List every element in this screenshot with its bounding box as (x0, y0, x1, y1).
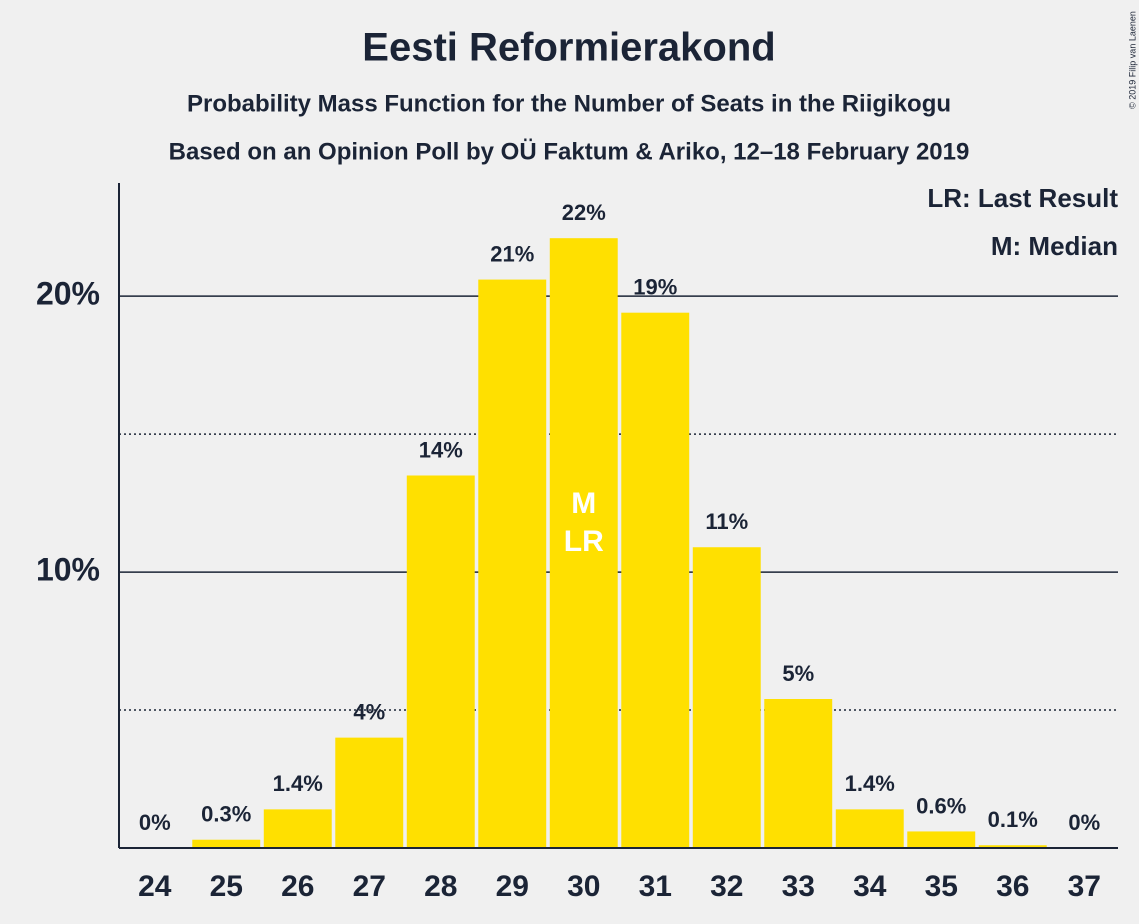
x-tick-label: 26 (281, 870, 314, 903)
value-label: 21% (490, 241, 534, 266)
x-tick-label: 30 (567, 870, 600, 903)
value-label: 4% (353, 699, 385, 724)
bar (263, 809, 332, 848)
x-tick-label: 25 (210, 870, 243, 903)
y-tick-label: 20% (36, 276, 100, 312)
x-tick-label: 31 (639, 870, 672, 903)
chart-subtitle: Based on an Opinion Poll by OÜ Faktum & … (169, 138, 970, 165)
bar (549, 238, 618, 849)
bar (192, 839, 261, 848)
bar (692, 547, 761, 848)
value-label: 0.1% (988, 807, 1038, 832)
value-label: 19% (633, 275, 677, 300)
bar (335, 737, 404, 848)
value-label: 0.6% (916, 793, 966, 818)
value-label: 11% (705, 509, 748, 534)
copyright: © 2019 Filip van Laenen (1127, 11, 1137, 109)
value-label: 5% (782, 661, 814, 686)
value-label: 0% (139, 810, 171, 835)
x-tick-label: 24 (138, 870, 172, 903)
chart-title: Eesti Reformierakond (362, 26, 775, 70)
bar (835, 809, 904, 848)
chart-subtitle: Probability Mass Function for the Number… (187, 90, 951, 117)
bar (907, 831, 976, 848)
bar (764, 698, 833, 848)
legend-entry: LR: Last Result (927, 183, 1118, 213)
x-tick-label: 28 (424, 870, 457, 903)
bar (478, 279, 547, 848)
x-tick-label: 32 (710, 870, 743, 903)
x-tick-label: 37 (1068, 870, 1101, 903)
value-label: 0% (1068, 810, 1100, 835)
x-tick-label: 36 (996, 870, 1029, 903)
value-label: 1.4% (845, 771, 895, 796)
y-tick-label: 10% (36, 552, 100, 588)
value-label: 0.3% (201, 802, 251, 827)
bar (621, 312, 690, 848)
bar-annotation: LR (564, 525, 604, 558)
x-tick-label: 27 (353, 870, 386, 903)
legend-entry: M: Median (991, 231, 1118, 261)
x-tick-label: 35 (925, 870, 958, 903)
x-tick-label: 29 (496, 870, 529, 903)
x-tick-label: 33 (782, 870, 815, 903)
x-tick-label: 34 (853, 870, 887, 903)
bar (978, 845, 1047, 848)
value-label: 14% (419, 437, 463, 462)
value-label: 22% (562, 200, 606, 225)
value-label: 1.4% (273, 771, 323, 796)
bar-annotation: M (571, 487, 596, 520)
bar (406, 475, 475, 848)
